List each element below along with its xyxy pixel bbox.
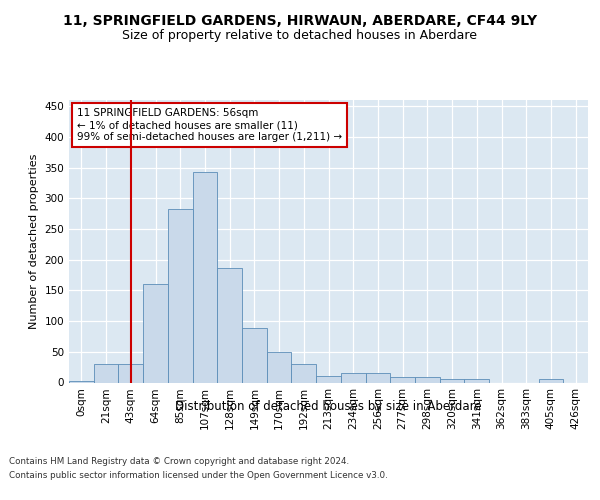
Text: Distribution of detached houses by size in Aberdare: Distribution of detached houses by size …: [175, 400, 482, 413]
Bar: [440, 380, 464, 382]
Bar: [217, 268, 242, 382]
Bar: [143, 284, 168, 382]
Bar: [193, 172, 217, 382]
Bar: [118, 364, 143, 382]
Bar: [168, 210, 193, 382]
Bar: [242, 328, 267, 382]
Bar: [94, 364, 118, 382]
Text: Contains HM Land Registry data © Crown copyright and database right 2024.: Contains HM Land Registry data © Crown c…: [9, 458, 349, 466]
Bar: [539, 380, 563, 382]
Text: 11 SPRINGFIELD GARDENS: 56sqm
← 1% of detached houses are smaller (11)
99% of se: 11 SPRINGFIELD GARDENS: 56sqm ← 1% of de…: [77, 108, 342, 142]
Y-axis label: Number of detached properties: Number of detached properties: [29, 154, 39, 329]
Text: Contains public sector information licensed under the Open Government Licence v3: Contains public sector information licen…: [9, 471, 388, 480]
Bar: [365, 372, 390, 382]
Bar: [390, 377, 415, 382]
Bar: [341, 372, 365, 382]
Bar: [415, 377, 440, 382]
Bar: [292, 364, 316, 382]
Bar: [267, 352, 292, 382]
Bar: [464, 380, 489, 382]
Text: 11, SPRINGFIELD GARDENS, HIRWAUN, ABERDARE, CF44 9LY: 11, SPRINGFIELD GARDENS, HIRWAUN, ABERDA…: [63, 14, 537, 28]
Text: Size of property relative to detached houses in Aberdare: Size of property relative to detached ho…: [122, 29, 478, 42]
Bar: [316, 376, 341, 382]
